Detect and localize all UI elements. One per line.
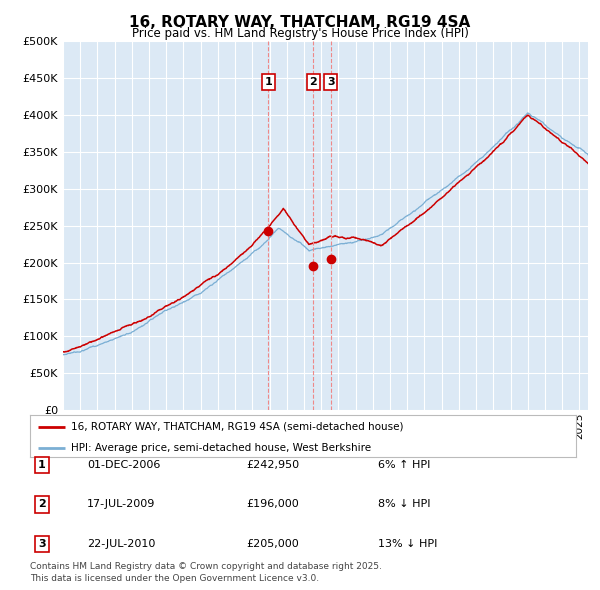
Text: 8% ↓ HPI: 8% ↓ HPI [378, 500, 431, 509]
Text: 6% ↑ HPI: 6% ↑ HPI [378, 460, 430, 470]
Text: £196,000: £196,000 [246, 500, 299, 509]
Text: 3: 3 [38, 539, 46, 549]
Text: £205,000: £205,000 [246, 539, 299, 549]
Text: 01-DEC-2006: 01-DEC-2006 [87, 460, 160, 470]
Text: 1: 1 [265, 77, 272, 87]
Text: £242,950: £242,950 [246, 460, 299, 470]
Text: 1: 1 [38, 460, 46, 470]
Text: 3: 3 [327, 77, 334, 87]
Text: Price paid vs. HM Land Registry's House Price Index (HPI): Price paid vs. HM Land Registry's House … [131, 27, 469, 40]
Text: HPI: Average price, semi-detached house, West Berkshire: HPI: Average price, semi-detached house,… [71, 443, 371, 453]
Text: 2: 2 [38, 500, 46, 509]
Text: 17-JUL-2009: 17-JUL-2009 [87, 500, 155, 509]
Text: 13% ↓ HPI: 13% ↓ HPI [378, 539, 437, 549]
Text: 16, ROTARY WAY, THATCHAM, RG19 4SA: 16, ROTARY WAY, THATCHAM, RG19 4SA [130, 15, 470, 30]
Text: 22-JUL-2010: 22-JUL-2010 [87, 539, 155, 549]
Text: Contains HM Land Registry data © Crown copyright and database right 2025.
This d: Contains HM Land Registry data © Crown c… [30, 562, 382, 583]
Text: 16, ROTARY WAY, THATCHAM, RG19 4SA (semi-detached house): 16, ROTARY WAY, THATCHAM, RG19 4SA (semi… [71, 422, 403, 432]
Text: 2: 2 [310, 77, 317, 87]
